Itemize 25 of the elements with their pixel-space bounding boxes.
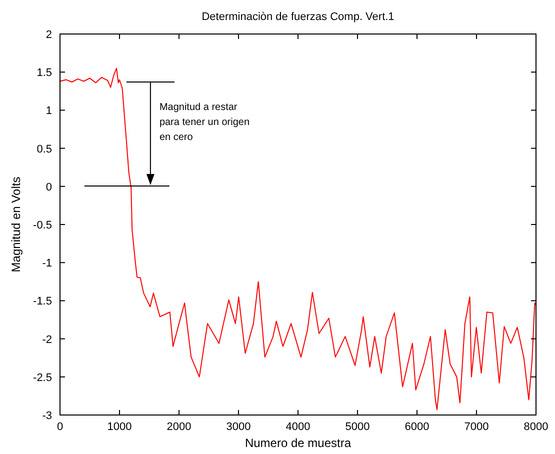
y-tick-label: 0 [46,181,52,194]
x-tick-label: 4000 [286,421,310,433]
x-tick-label: 0 [56,421,64,433]
x-tick-label: 8000 [524,421,548,433]
y-tick-label: 1.5 [36,67,52,80]
y-tick-label: -2 [42,334,52,346]
y-tick-label: 2 [46,29,52,41]
line-series [60,68,536,410]
x-tick-label: 3000 [226,421,251,433]
y-tick-label: -2.5 [33,372,52,384]
x-axis-title: Numero de muestra [244,436,352,450]
y-axis-title: Magnitud en Volts [9,176,23,272]
y-tick-label: -3 [42,410,52,422]
chart-title: Determinaciòn de fuerzas Comp. Vert.1 [202,11,394,23]
x-tick-label: 6000 [404,421,430,433]
annotation: Magnitud a restar para tener un origen en cero [159,102,250,143]
y-tick-label: 0.5 [36,143,52,156]
y-tick-label: -0.5 [33,220,52,232]
x-tick-label: 7000 [464,421,489,433]
x-tick-label: 1000 [107,421,132,433]
y-tick-label: 1 [46,105,52,118]
x-tick-label: 5000 [345,421,370,433]
y-tick-label: -1.5 [33,296,52,308]
x-tick-label: 2000 [166,421,192,433]
y-tick-label: -1 [42,258,52,270]
